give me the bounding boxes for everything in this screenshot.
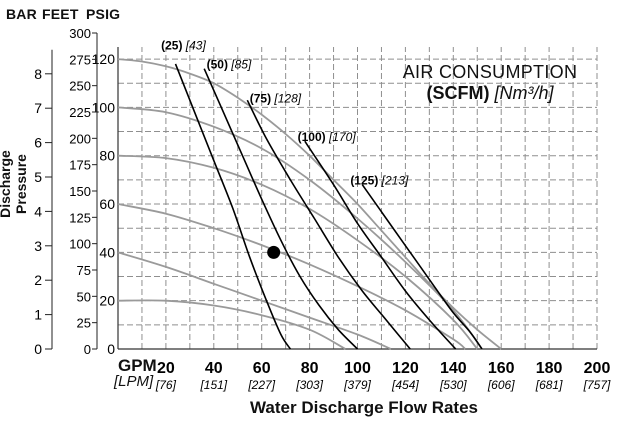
x-tick-lpm-label: [379]	[343, 378, 371, 392]
feet-tick-label: 125	[69, 210, 91, 225]
air-consumption-curve	[304, 140, 457, 350]
x-tick-label: 160	[488, 360, 515, 377]
air-curve-nm3h: [213]	[378, 174, 409, 188]
psig-axis-header: PSIG	[86, 6, 121, 22]
x-tick-label: 100	[344, 360, 371, 377]
x-tick-lpm-label: [454]	[391, 378, 419, 392]
x-tick-lpm-label: [303]	[295, 378, 323, 392]
bar-tick-label: 7	[34, 100, 42, 116]
operating-point-marker	[267, 245, 281, 259]
feet-tick-label: 300	[69, 26, 91, 41]
feet-tick-label: 100	[69, 237, 91, 252]
psig-tick-label: 100	[92, 99, 116, 115]
bar-tick-label: 4	[34, 203, 42, 219]
air-curve-nm3h: [128]	[271, 92, 302, 106]
bar-tick-label: 3	[34, 238, 42, 254]
bar-tick-label: 8	[34, 66, 42, 82]
x-tick-lpm-label: [227]	[247, 378, 275, 392]
x-axis-title: Water Discharge Flow Rates	[250, 398, 478, 417]
bar-axis-header: BAR	[6, 6, 37, 22]
x-tick-label: 60	[253, 360, 271, 377]
feet-tick-label: 225	[69, 105, 91, 120]
feet-tick-label: 25	[77, 316, 91, 331]
feet-tick-label: 250	[69, 79, 91, 94]
feet-tick-label: 50	[77, 289, 91, 304]
y-axis-title: Discharge Pressure	[0, 150, 29, 218]
air-consumption-curve	[203, 68, 359, 350]
x-tick-lpm-label: [757]	[583, 378, 611, 392]
air-curve-scfm: (125)	[350, 174, 378, 188]
psig-tick-label: 120	[92, 51, 116, 67]
legend-units: (SCFM) [Nm³/h]	[390, 83, 590, 104]
x-tick-label: 140	[440, 360, 467, 377]
air-curve-label: (100) [170]	[298, 130, 357, 144]
feet-tick-label: 75	[77, 263, 91, 278]
x-tick-lpm-label: [681]	[535, 378, 563, 392]
air-curve-nm3h: [85]	[228, 58, 252, 72]
air-curve-scfm: (50)	[207, 58, 228, 72]
x-tick-label: 120	[392, 360, 419, 377]
legend-nm3h: [Nm³/h]	[494, 83, 554, 103]
feet-axis-header: FEET	[42, 6, 79, 22]
x-tick-label: 180	[536, 360, 563, 377]
psig-tick-label: 60	[99, 196, 115, 212]
pressure-curve	[117, 251, 392, 350]
air-curve-scfm: (100)	[298, 130, 326, 144]
x-tick-lpm-label: [76]	[155, 378, 177, 392]
x-tick-label: 80	[301, 360, 319, 377]
air-curve-nm3h: [170]	[326, 130, 357, 144]
pressure-curve	[117, 154, 478, 350]
air-curve-label: (25) [43]	[161, 38, 206, 52]
feet-tick-label: 150	[69, 184, 91, 199]
x-tick-lpm-label: [530]	[439, 378, 467, 392]
air-consumption-curve	[246, 99, 411, 350]
air-curve-label: (75) [128]	[250, 92, 302, 106]
bar-tick-label: 0	[34, 341, 42, 357]
air-consumption-curve	[361, 184, 483, 350]
feet-tick-label: 275	[69, 52, 91, 67]
feet-tick-label: 0	[84, 342, 91, 357]
pressure-curve	[117, 299, 346, 350]
x-tick-lpm-label: [151]	[199, 378, 227, 392]
legend-title: AIR CONSUMPTION	[402, 62, 578, 82]
x-tick-label: 20	[157, 360, 175, 377]
x-tick-label: 40	[205, 360, 223, 377]
air-curve-label: (125) [213]	[350, 174, 409, 188]
psig-tick-label: 20	[99, 293, 115, 309]
feet-tick-label: 200	[69, 131, 91, 146]
psig-tick-label: 40	[99, 244, 115, 260]
bar-tick-label: 2	[34, 272, 42, 288]
x-tick-label: 200	[584, 360, 611, 377]
bar-tick-label: 1	[34, 307, 42, 323]
x-unit-gpm: GPM	[118, 356, 157, 375]
bar-tick-label: 5	[34, 169, 42, 185]
psig-tick-label: 80	[99, 148, 115, 164]
air-consumption-curve	[174, 63, 292, 350]
psig-tick-label: 0	[107, 341, 115, 357]
air-curve-scfm: (25)	[161, 38, 182, 52]
bar-tick-label: 6	[34, 135, 42, 151]
legend: AIR CONSUMPTION (SCFM) [Nm³/h]	[390, 62, 590, 104]
x-tick-lpm-label: [606]	[487, 378, 515, 392]
feet-tick-label: 175	[69, 158, 91, 173]
air-curve-label: (50) [85]	[207, 58, 252, 72]
air-curve-nm3h: [43]	[182, 38, 206, 52]
legend-scfm: (SCFM)	[426, 83, 490, 103]
pressure-curve	[117, 203, 466, 350]
x-unit-lpm: [LPM]	[114, 373, 154, 390]
air-curve-scfm: (75)	[250, 92, 271, 106]
